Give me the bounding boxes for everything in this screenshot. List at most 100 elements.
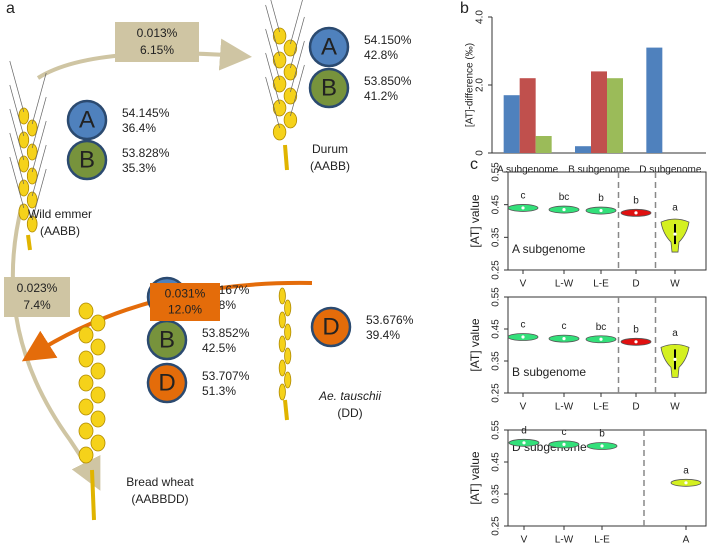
median-dot xyxy=(599,337,603,341)
plot-frame xyxy=(507,296,707,394)
subgenome-letter: D xyxy=(322,313,339,340)
significance-letter: a xyxy=(672,328,678,339)
percent-value: 41.2% xyxy=(364,89,398,103)
spikelet xyxy=(78,302,94,320)
significance-letter: c xyxy=(562,321,567,332)
spikelet xyxy=(284,299,292,317)
spikelet xyxy=(278,311,286,329)
y-tick-label: 0.25 xyxy=(491,383,502,403)
subgenome-annotation: B subgenome xyxy=(512,365,586,379)
awn xyxy=(270,0,280,33)
x-tick-label: L-E xyxy=(594,535,610,546)
subgenome-letter: B xyxy=(79,146,95,173)
median-dot xyxy=(562,442,566,446)
median-dot xyxy=(521,206,525,210)
x-tick-label: B subgenome xyxy=(568,165,630,176)
spikelet xyxy=(18,203,30,221)
subgenome-letter: D xyxy=(158,369,175,396)
transition-line1: 0.031% xyxy=(165,287,206,301)
y-tick-label: 0.45 xyxy=(491,452,502,472)
bar xyxy=(519,78,536,153)
significance-letter: a xyxy=(672,203,678,214)
awn xyxy=(290,16,305,69)
spikelet xyxy=(278,383,286,401)
awn xyxy=(290,64,305,117)
genome: (AABB) xyxy=(310,159,350,173)
spikelet xyxy=(272,27,287,45)
spikelet xyxy=(26,215,38,233)
spikelet xyxy=(26,143,38,161)
significance-letter: d xyxy=(521,425,527,436)
median-dot xyxy=(634,340,638,344)
y-tick-label: 0.25 xyxy=(491,516,502,536)
spikelet xyxy=(18,179,30,197)
bar xyxy=(607,78,623,153)
x-tick-label: L-W xyxy=(555,279,574,290)
y-tick-label: 0.45 xyxy=(491,194,502,214)
panel-label: b xyxy=(460,0,469,17)
gc-value: 53.707% xyxy=(202,369,250,383)
significance-letter: b xyxy=(633,195,639,206)
awn xyxy=(290,40,305,93)
y-tick-label: 0.35 xyxy=(491,351,502,371)
median-dot xyxy=(522,441,526,445)
stem xyxy=(283,399,289,421)
gc-value: 53.852% xyxy=(202,326,250,340)
y-axis-label: [AT] value xyxy=(468,318,482,371)
x-tick-label: V xyxy=(521,535,528,546)
stem xyxy=(26,234,32,251)
spikelet xyxy=(283,111,298,129)
y-tick-label: 2.0 xyxy=(475,78,486,92)
transition-box xyxy=(115,22,199,62)
arrow xyxy=(10,204,101,491)
gc-value: 53.676% xyxy=(366,313,414,327)
genome: (AABBDD) xyxy=(131,492,188,506)
subgenome-circle xyxy=(66,99,108,141)
transition-box xyxy=(150,283,220,321)
spikelet xyxy=(283,39,298,57)
x-tick-label: D xyxy=(632,279,639,290)
significance-letter: b xyxy=(599,429,605,440)
y-tick-label: 0.55 xyxy=(491,162,502,182)
spikelet xyxy=(78,422,94,440)
awn xyxy=(31,96,47,149)
plot-frame xyxy=(507,429,707,527)
bar xyxy=(591,71,607,153)
transition-line2: 12.0% xyxy=(168,303,202,317)
awn xyxy=(265,28,280,81)
spikelet xyxy=(90,338,106,356)
median-dot xyxy=(673,232,677,236)
transition-line2: 6.15% xyxy=(140,43,174,57)
x-tick-label: D subgenome xyxy=(639,165,702,176)
spikelet xyxy=(26,119,38,137)
stem xyxy=(90,469,96,521)
species-name: Wild emmer xyxy=(28,207,92,221)
subgenome-annotation: A subgenome xyxy=(512,242,586,256)
median-dot xyxy=(562,337,566,341)
percent-value: 39.4% xyxy=(366,328,400,342)
awn xyxy=(9,84,25,137)
y-axis-label: [AT] value xyxy=(468,194,482,247)
gc-value: 54.145% xyxy=(122,106,170,120)
panel-label: c xyxy=(470,156,478,173)
gc-value: 53.828% xyxy=(122,146,170,160)
subgenome-circle xyxy=(308,26,350,68)
x-tick-label: L-W xyxy=(555,535,574,546)
subgenome-letter: A xyxy=(321,33,337,60)
awn xyxy=(31,168,47,221)
spikelet xyxy=(283,63,298,81)
awn xyxy=(265,4,280,57)
significance-letter: bc xyxy=(559,192,570,203)
x-tick-label: A subgenome xyxy=(497,165,559,176)
spikelet xyxy=(90,386,106,404)
spikelet xyxy=(272,75,287,93)
x-tick-label: L-E xyxy=(593,402,609,413)
median-dot xyxy=(600,444,604,448)
x-tick-label: A xyxy=(683,535,690,546)
species-name: Durum xyxy=(312,142,348,156)
median-dot xyxy=(673,357,677,361)
median-dot xyxy=(599,208,603,213)
awn xyxy=(31,144,47,197)
genome: (AABB) xyxy=(40,224,80,238)
